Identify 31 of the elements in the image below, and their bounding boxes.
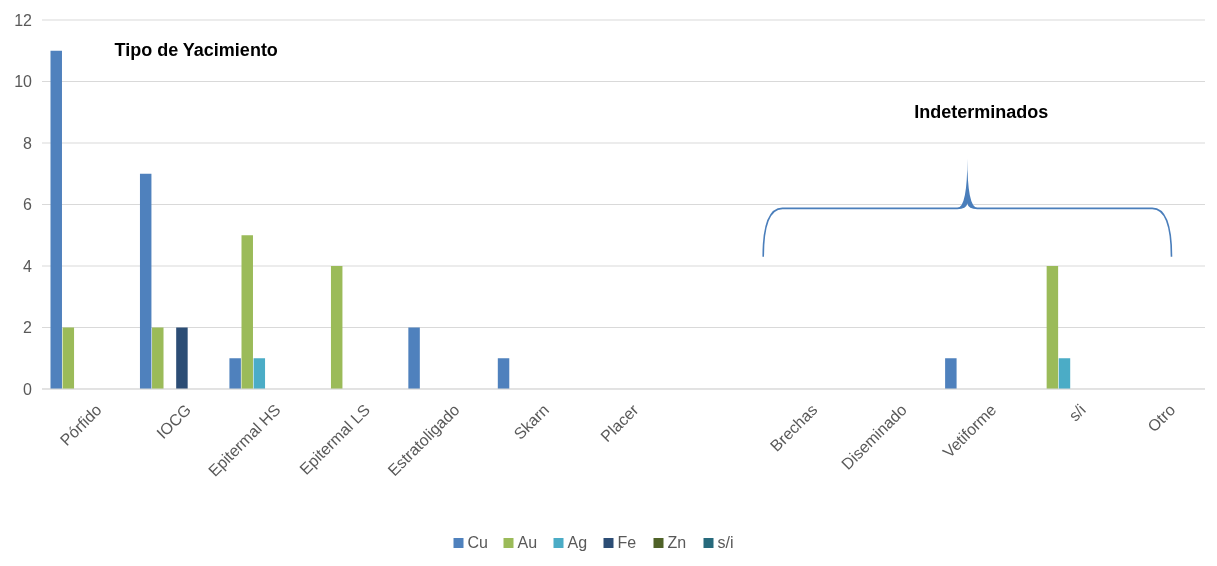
y-tick-label: 8	[23, 134, 33, 152]
bar	[408, 327, 420, 389]
x-tick-label: Otro	[1144, 400, 1179, 436]
legend-label: Cu	[467, 534, 488, 551]
bar	[253, 358, 266, 389]
legend-label: Au	[517, 534, 538, 551]
y-tick-label: 0	[23, 380, 33, 398]
bar	[50, 50, 62, 389]
bar	[1046, 266, 1059, 389]
legend-label: Ag	[567, 534, 588, 551]
bar	[176, 327, 188, 389]
bar	[241, 235, 253, 389]
bar	[152, 327, 164, 389]
legend-label: s/i	[717, 534, 734, 551]
legend-label: Zn	[667, 534, 687, 551]
y-tick-label: 6	[23, 196, 33, 214]
annotation: Indeterminados	[914, 102, 1049, 122]
annotation: Tipo de Yacimiento	[114, 40, 278, 60]
bar	[62, 327, 75, 389]
bar	[330, 266, 343, 389]
y-tick-label: 10	[14, 73, 33, 91]
bar	[229, 358, 241, 389]
y-tick-label: 12	[14, 11, 33, 29]
bar	[945, 358, 957, 389]
y-tick-label: 4	[23, 257, 33, 275]
bar	[139, 173, 152, 389]
legend-label: Fe	[617, 534, 637, 551]
x-tick-label: s/i	[1065, 401, 1089, 425]
y-tick-label: 2	[23, 319, 33, 337]
bar	[497, 358, 510, 389]
bar	[1058, 358, 1071, 389]
